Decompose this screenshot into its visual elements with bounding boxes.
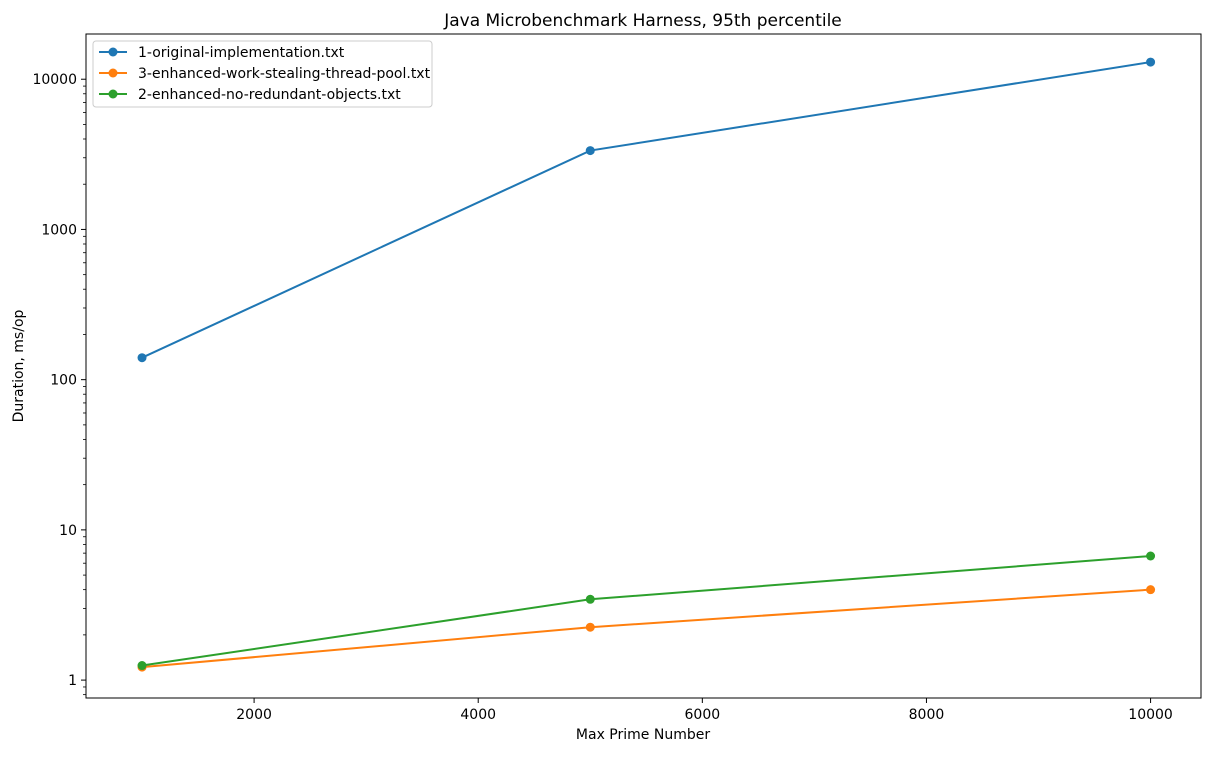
- legend-label: 2-enhanced-no-redundant-objects.txt: [138, 87, 401, 103]
- x-tick-label: 2000: [236, 707, 272, 723]
- series-3-point: [1146, 551, 1156, 561]
- x-tick-label: 6000: [685, 707, 721, 723]
- x-tick-label: 8000: [909, 707, 945, 723]
- x-tick-label: 10000: [1128, 707, 1173, 723]
- series-3-point: [137, 661, 147, 671]
- chart-title: Java Microbenchmark Harness, 95th percen…: [443, 11, 842, 31]
- plot-frame: [85, 33, 1202, 699]
- y-axis: 1 10 100 1000 10000: [32, 72, 86, 696]
- x-axis-label: Max Prime Number: [576, 727, 710, 743]
- series-1-point: [1146, 57, 1156, 67]
- y-tick-label: 1000: [41, 222, 77, 238]
- y-axis-label: Duration, ms/op: [11, 309, 27, 422]
- x-axis: 2000 4000 6000 8000 10000: [236, 698, 1173, 723]
- series-2-point: [585, 622, 595, 632]
- series-2-point: [1146, 585, 1156, 595]
- legend-marker: [108, 89, 118, 99]
- y-tick-label: 10000: [32, 72, 77, 88]
- legend-box: [92, 40, 433, 108]
- legend-marker: [108, 68, 118, 78]
- y-tick-label: 100: [50, 373, 77, 389]
- legend: 1-original-implementation.txt 3-enhanced-…: [92, 40, 433, 108]
- x-tick-label: 4000: [460, 707, 496, 723]
- y-tick-label: 1: [68, 673, 77, 689]
- legend-marker: [108, 47, 118, 57]
- series-3-point: [585, 594, 595, 604]
- plot-area: [137, 57, 1156, 672]
- series-1-point: [137, 353, 147, 363]
- series-1-point: [585, 146, 595, 156]
- legend-label: 1-original-implementation.txt: [138, 45, 345, 61]
- legend-label: 3-enhanced-work-stealing-thread-pool.txt: [138, 66, 431, 82]
- y-tick-label: 10: [59, 523, 77, 539]
